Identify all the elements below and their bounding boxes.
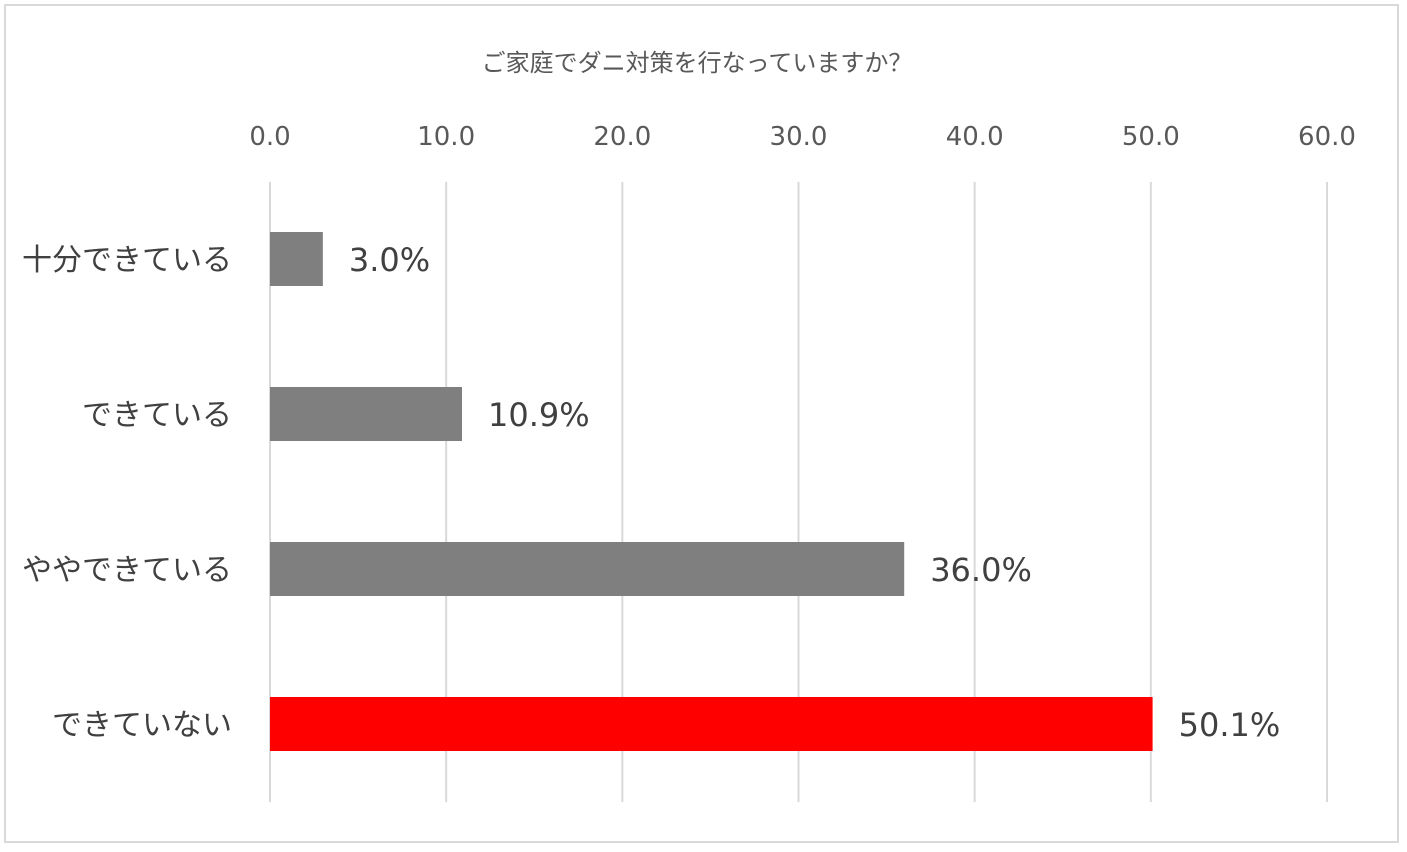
x-tick-label: 40.0 <box>946 122 1004 152</box>
data-label: 36.0% <box>930 551 1032 589</box>
x-tick-label: 60.0 <box>1298 122 1356 152</box>
bar <box>270 542 905 596</box>
bar <box>270 232 323 286</box>
x-tick-label: 30.0 <box>770 122 828 152</box>
category-label: できている <box>82 398 232 433</box>
category-label: できていない <box>52 708 232 743</box>
x-tick-label: 20.0 <box>593 122 651 152</box>
x-tick-label: 10.0 <box>417 122 475 152</box>
data-label: 10.9% <box>488 396 590 434</box>
x-tick-label: 0.0 <box>249 122 290 152</box>
category-label: ややできている <box>22 553 232 588</box>
bar <box>270 697 1153 751</box>
data-label: 3.0% <box>349 241 430 279</box>
data-label: 50.1% <box>1179 706 1281 744</box>
x-axis-ticks: 0.0 10.0 20.0 30.0 40.0 50.0 60.0 <box>249 122 1356 152</box>
data-labels: 3.0% 10.9% 36.0% 50.1% <box>349 241 1280 744</box>
chart-title: ご家庭でダニ対策を行なっていますか？ <box>482 49 913 77</box>
x-tick-label: 50.0 <box>1122 122 1180 152</box>
bar <box>270 387 463 441</box>
bars <box>270 232 1153 751</box>
category-label: 十分できている <box>22 243 232 278</box>
